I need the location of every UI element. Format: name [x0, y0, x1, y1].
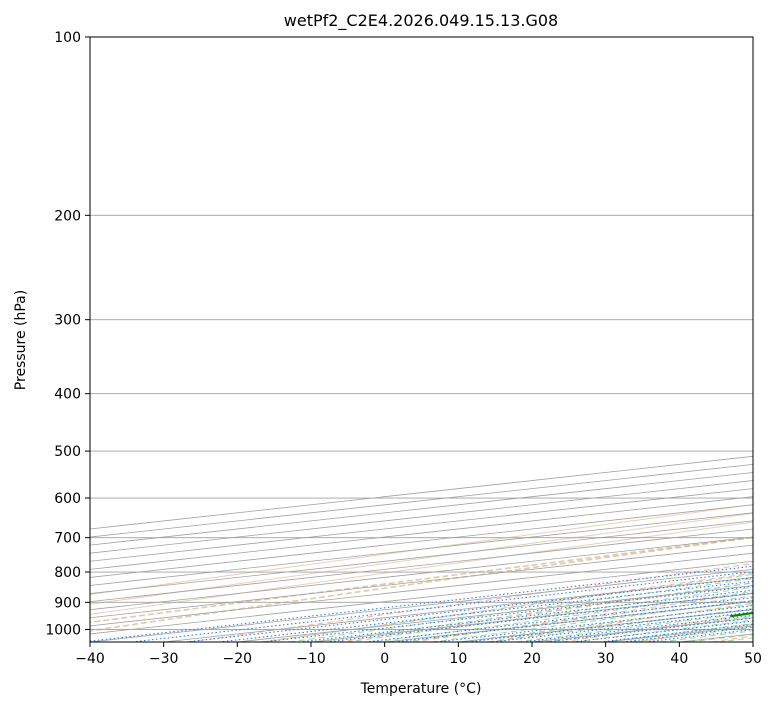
wetbulb-line [90, 536, 753, 632]
x-tick-label: −10 [296, 651, 326, 667]
dry-adiabat-line [412, 592, 753, 642]
x-tick-label: −40 [75, 651, 105, 667]
mixing-ratio-line [131, 571, 753, 642]
isotherm-line [90, 472, 753, 546]
x-tick-label: 50 [744, 651, 762, 667]
moist-adiabat-line [260, 573, 753, 642]
y-tick-label: 300 [54, 313, 81, 329]
y-axis: 100 200 300 400 500 600 700 800 900 1000 [45, 30, 90, 638]
isotherm-line [90, 504, 753, 578]
isotherm-line [90, 536, 753, 611]
background-lines [90, 37, 753, 642]
moist-adiabat-line [289, 578, 753, 642]
y-tick-label: 100 [54, 30, 81, 46]
y-tick-label: 700 [54, 531, 81, 547]
isotherm-line [90, 520, 753, 594]
dry-adiabat-line [188, 563, 753, 642]
theta-e-line [90, 521, 753, 615]
chart-title: wetPf2_C2E4.2026.049.15.13.G08 [284, 11, 558, 31]
y-tick-label: 1000 [45, 622, 81, 638]
x-tick-label: 20 [523, 651, 541, 667]
y-tick-label: 800 [54, 565, 81, 581]
y-tick-label: 500 [54, 444, 81, 460]
isotherm-line [90, 512, 753, 586]
mixing-ratio-line [218, 580, 753, 642]
dry-adiabat-line [263, 572, 753, 642]
mixing-ratio-line [185, 577, 753, 642]
isotherm-line [90, 488, 753, 562]
y-tick-label: 600 [54, 491, 81, 507]
moist-adiabat-line [403, 595, 753, 642]
mixing-ratio-line [522, 614, 753, 642]
x-tick-label: 0 [380, 651, 389, 667]
theta-e-line [90, 512, 753, 605]
x-tick-label: 40 [670, 651, 688, 667]
plot-frame [89, 36, 754, 643]
x-axis: −40 −30 −20 −10 0 10 20 30 40 50 [75, 642, 762, 667]
moist-adiabat-line [317, 582, 753, 642]
x-tick-label: 30 [597, 651, 615, 667]
y-tick-label: 400 [54, 387, 81, 403]
y-tick-label: 200 [54, 208, 81, 224]
isotherm-line [90, 496, 753, 570]
isotherm-line [90, 528, 753, 603]
x-tick-label: −30 [149, 651, 179, 667]
x-tick-label: 10 [449, 651, 467, 667]
isotherm-line [90, 480, 753, 554]
mixing-ratio-line [90, 565, 753, 642]
x-axis-label: Temperature (°C) [360, 681, 482, 697]
x-tick-label: −20 [223, 651, 253, 667]
y-tick-label: 900 [54, 595, 81, 611]
mixing-ratio-line [492, 611, 753, 642]
y-axis-label: Pressure (hPa) [13, 290, 29, 390]
